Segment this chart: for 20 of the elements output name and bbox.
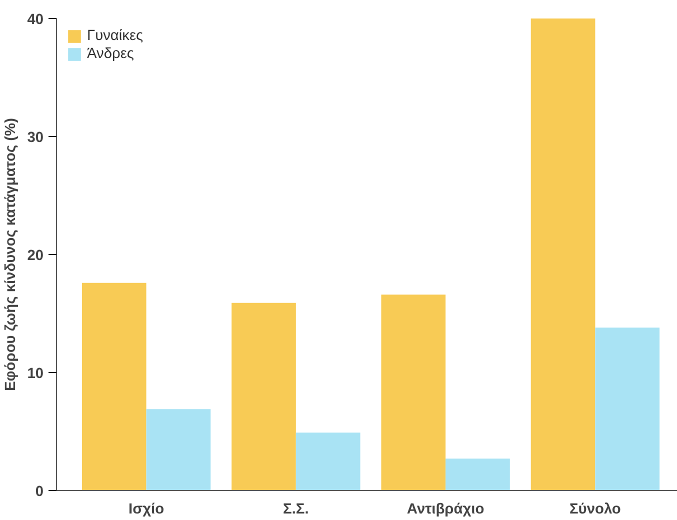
y-axis-title: Εφόρου ζωής κίνδυνος κατάγματος (%) [3, 118, 20, 391]
bar [296, 432, 360, 490]
bar [530, 18, 596, 490]
y-tick-label: 20 [27, 248, 44, 264]
x-tick-label: Σύνολο [570, 502, 621, 518]
bar [146, 409, 211, 490]
bar [381, 294, 446, 490]
y-tick-label: 10 [27, 366, 44, 382]
x-tick-label: Ισχίο [128, 502, 164, 518]
x-tick-label: Αντιβράχιο [406, 502, 484, 518]
x-tick-label: Σ.Σ. [283, 502, 309, 518]
y-tick-label: 0 [35, 484, 44, 500]
bar [595, 328, 660, 490]
y-tick-label: 30 [27, 130, 44, 146]
legend-label: Γυναίκες [87, 28, 144, 44]
bar [446, 458, 510, 490]
bar [232, 302, 296, 490]
y-tick-label: 40 [27, 12, 44, 28]
legend-label: Άνδρες [87, 46, 134, 62]
bar [82, 282, 146, 490]
